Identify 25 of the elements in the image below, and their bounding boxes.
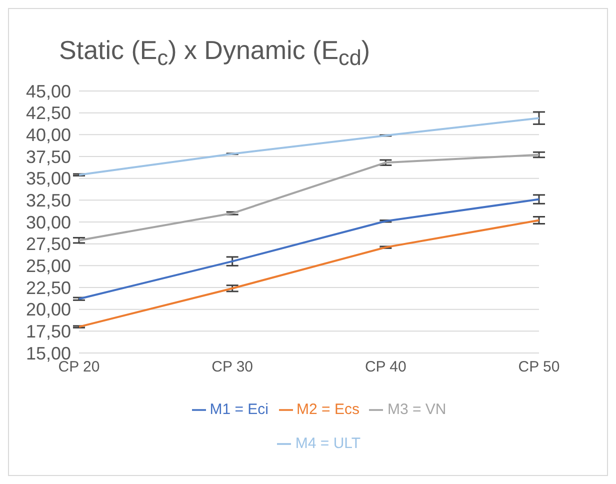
x-tick-label: CP 30 (212, 358, 254, 376)
y-tick-label: 25,00 (26, 256, 71, 276)
x-tick-label: CP 40 (364, 358, 406, 376)
y-tick-label: 17,50 (26, 322, 71, 342)
line-series (78, 219, 540, 328)
chart-title: Static (E$_{c}$) x Dynamic (E$_{cd}$) (58, 34, 372, 72)
y-tick-label: 42,50 (26, 103, 71, 124)
line-series (78, 117, 540, 176)
legend-label: M4 = ULT (295, 435, 361, 452)
y-tick-label: 35,00 (26, 168, 71, 189)
legend-label: M2 = Ecs (296, 401, 360, 418)
y-tick-label: 40,00 (26, 125, 71, 146)
line-series (78, 198, 540, 300)
x-tick-label: CP 20 (58, 358, 100, 376)
y-tick-label: 32,50 (26, 190, 71, 211)
y-tick-label: 27,50 (26, 234, 71, 254)
legend-label: M1 = Eci (210, 401, 269, 418)
y-tick-label: 20,00 (26, 300, 71, 320)
y-tick-label: 37,50 (26, 146, 71, 167)
y-tick-label: 45,00 (26, 81, 71, 102)
line-series (78, 154, 540, 242)
legend-label: M3 = VN (387, 401, 446, 418)
y-tick-label: 30,00 (26, 212, 71, 232)
x-tick-label: CP 50 (518, 358, 560, 376)
y-tick-label: 22,50 (26, 278, 71, 298)
